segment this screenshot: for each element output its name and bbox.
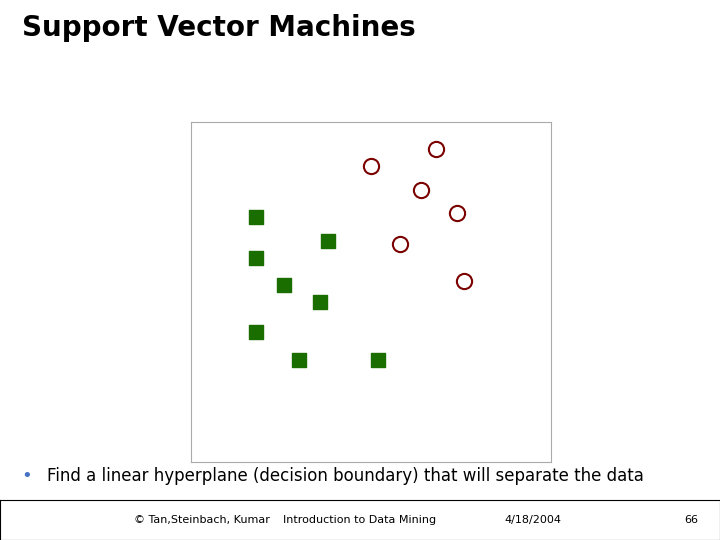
Point — [365, 161, 377, 170]
Point — [372, 355, 384, 364]
Point — [451, 209, 463, 218]
Point — [250, 253, 261, 262]
Point — [279, 280, 290, 289]
Point — [250, 212, 261, 221]
Text: 4/18/2004: 4/18/2004 — [504, 515, 562, 525]
Text: Find a linear hyperplane (decision boundary) that will separate the data: Find a linear hyperplane (decision bound… — [47, 467, 644, 485]
Text: Support Vector Machines: Support Vector Machines — [22, 14, 415, 42]
Point — [415, 185, 427, 194]
Point — [459, 277, 470, 286]
Point — [322, 237, 333, 245]
Text: Introduction to Data Mining: Introduction to Data Mining — [284, 515, 436, 525]
Point — [394, 240, 405, 248]
Text: •: • — [22, 467, 32, 485]
Text: © Tan,Steinbach, Kumar: © Tan,Steinbach, Kumar — [134, 515, 269, 525]
Text: 66: 66 — [685, 515, 698, 525]
Point — [315, 298, 326, 306]
Point — [250, 328, 261, 337]
Point — [293, 355, 305, 364]
Point — [430, 144, 441, 153]
